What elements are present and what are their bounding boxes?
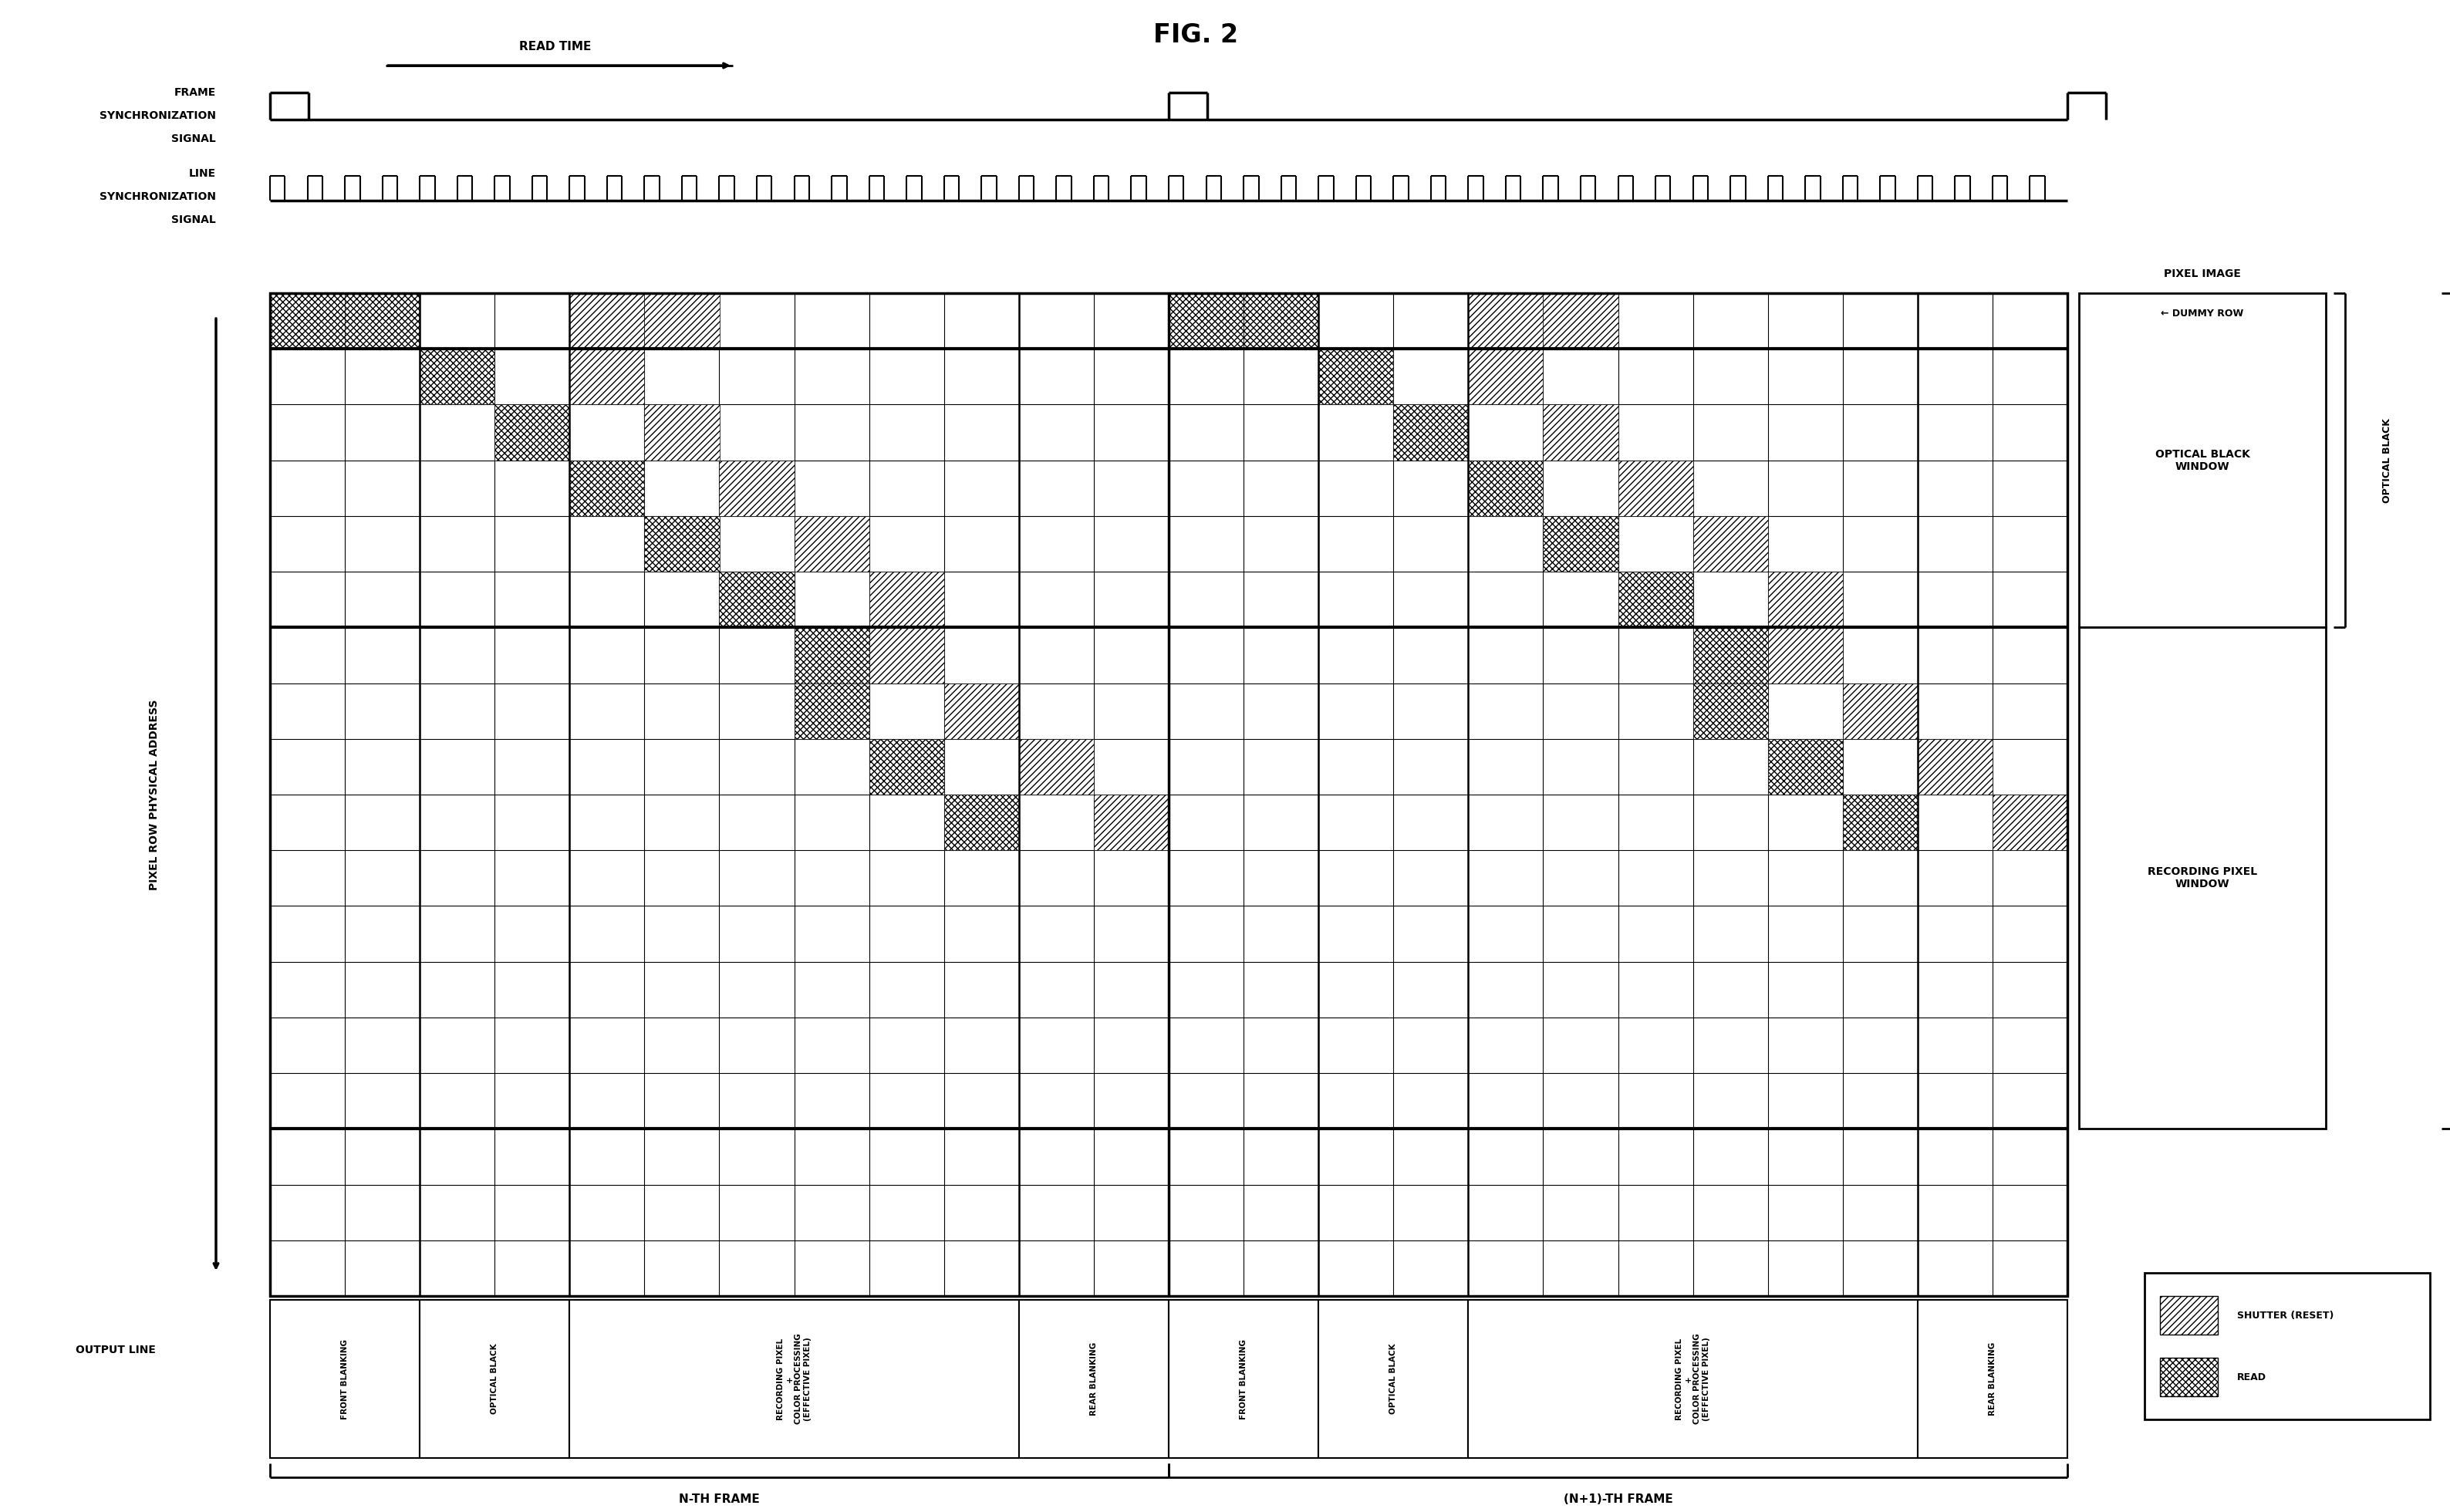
Bar: [568, 1300, 1019, 1458]
Bar: [2144, 1273, 2430, 1420]
Text: OPTICAL BLACK
WINDOW: OPTICAL BLACK WINDOW: [2156, 449, 2249, 472]
Text: FRONT BLANKING: FRONT BLANKING: [341, 1338, 348, 1420]
Bar: [1693, 516, 1769, 572]
Bar: [794, 627, 870, 683]
Text: READ TIME: READ TIME: [519, 41, 590, 51]
Bar: [870, 572, 943, 627]
Bar: [2080, 293, 2325, 627]
Bar: [1394, 405, 1468, 460]
Text: SYNCHRONIZATION: SYNCHRONIZATION: [100, 110, 216, 121]
Bar: [1544, 516, 1617, 572]
Text: PIXEL IMAGE: PIXEL IMAGE: [2163, 269, 2242, 280]
Bar: [644, 516, 720, 572]
Bar: [644, 293, 720, 349]
Bar: [1169, 293, 1245, 349]
Bar: [495, 405, 568, 460]
Bar: [1019, 1300, 1169, 1458]
Bar: [2161, 1296, 2217, 1335]
Bar: [568, 460, 644, 516]
Bar: [644, 405, 720, 460]
Bar: [720, 572, 794, 627]
Bar: [1769, 572, 1842, 627]
Bar: [345, 293, 419, 349]
Bar: [270, 1300, 419, 1458]
Bar: [1842, 795, 1918, 850]
Text: REAR BLANKING: REAR BLANKING: [1989, 1343, 1997, 1415]
Bar: [794, 683, 870, 739]
Text: FRAME: FRAME: [174, 88, 216, 98]
Bar: [1544, 293, 1617, 349]
Text: FIG. 2: FIG. 2: [1154, 23, 1237, 47]
Bar: [794, 516, 870, 572]
Bar: [419, 349, 495, 405]
Bar: [1019, 739, 1093, 795]
Bar: [2161, 1358, 2217, 1396]
Bar: [1318, 1300, 1468, 1458]
Bar: [1693, 683, 1769, 739]
Text: SHUTTER (RESET): SHUTTER (RESET): [2237, 1311, 2335, 1320]
Text: PIXEL ROW PHYSICAL ADDRESS: PIXEL ROW PHYSICAL ADDRESS: [149, 699, 159, 891]
Text: RECORDING PIXEL
+
COLOR PROCESSING
(EFFECTIVE PIXEL): RECORDING PIXEL + COLOR PROCESSING (EFFE…: [777, 1334, 811, 1424]
Bar: [1769, 627, 1842, 683]
Bar: [720, 460, 794, 516]
Bar: [1992, 795, 2068, 850]
Bar: [1769, 739, 1842, 795]
Bar: [1318, 349, 1394, 405]
Bar: [270, 293, 345, 349]
Bar: [870, 627, 943, 683]
Text: OPTICAL BLACK: OPTICAL BLACK: [490, 1344, 497, 1414]
Bar: [1693, 627, 1769, 683]
Bar: [568, 293, 644, 349]
Text: LINE: LINE: [189, 168, 216, 178]
Bar: [943, 795, 1019, 850]
Bar: [1544, 405, 1617, 460]
Bar: [568, 349, 644, 405]
Bar: [2080, 627, 2325, 1129]
Bar: [1468, 1300, 1918, 1458]
Text: SYNCHRONIZATION: SYNCHRONIZATION: [100, 192, 216, 203]
Bar: [943, 683, 1019, 739]
Bar: [270, 293, 2068, 1296]
Text: N-TH FRAME: N-TH FRAME: [679, 1494, 760, 1504]
Bar: [1918, 739, 1992, 795]
Bar: [1842, 683, 1918, 739]
Text: OUTPUT LINE: OUTPUT LINE: [76, 1344, 157, 1355]
Text: OPTICAL BLACK: OPTICAL BLACK: [2381, 417, 2394, 502]
Bar: [270, 293, 2068, 1296]
Bar: [1245, 293, 1318, 349]
Text: RECORDING PIXEL
+
COLOR PROCESSING
(EFFECTIVE PIXEL): RECORDING PIXEL + COLOR PROCESSING (EFFE…: [1676, 1334, 1710, 1424]
Bar: [870, 739, 943, 795]
Text: SIGNAL: SIGNAL: [172, 215, 216, 225]
Bar: [1617, 572, 1693, 627]
Bar: [1093, 795, 1169, 850]
Text: ← DUMMY ROW: ← DUMMY ROW: [2161, 308, 2244, 319]
Text: (N+1)-TH FRAME: (N+1)-TH FRAME: [1563, 1494, 1673, 1504]
Bar: [1617, 460, 1693, 516]
Text: RECORDING PIXEL
WINDOW: RECORDING PIXEL WINDOW: [2149, 866, 2256, 889]
Bar: [1918, 1300, 2068, 1458]
Bar: [419, 1300, 568, 1458]
Text: OPTICAL BLACK: OPTICAL BLACK: [1389, 1344, 1396, 1414]
Text: REAR BLANKING: REAR BLANKING: [1090, 1343, 1098, 1415]
Bar: [1468, 293, 1544, 349]
Text: SIGNAL: SIGNAL: [172, 133, 216, 144]
Text: FRONT BLANKING: FRONT BLANKING: [1240, 1338, 1247, 1420]
Bar: [1468, 349, 1544, 405]
Bar: [1169, 1300, 1318, 1458]
Text: READ: READ: [2237, 1371, 2266, 1382]
Bar: [1468, 460, 1544, 516]
